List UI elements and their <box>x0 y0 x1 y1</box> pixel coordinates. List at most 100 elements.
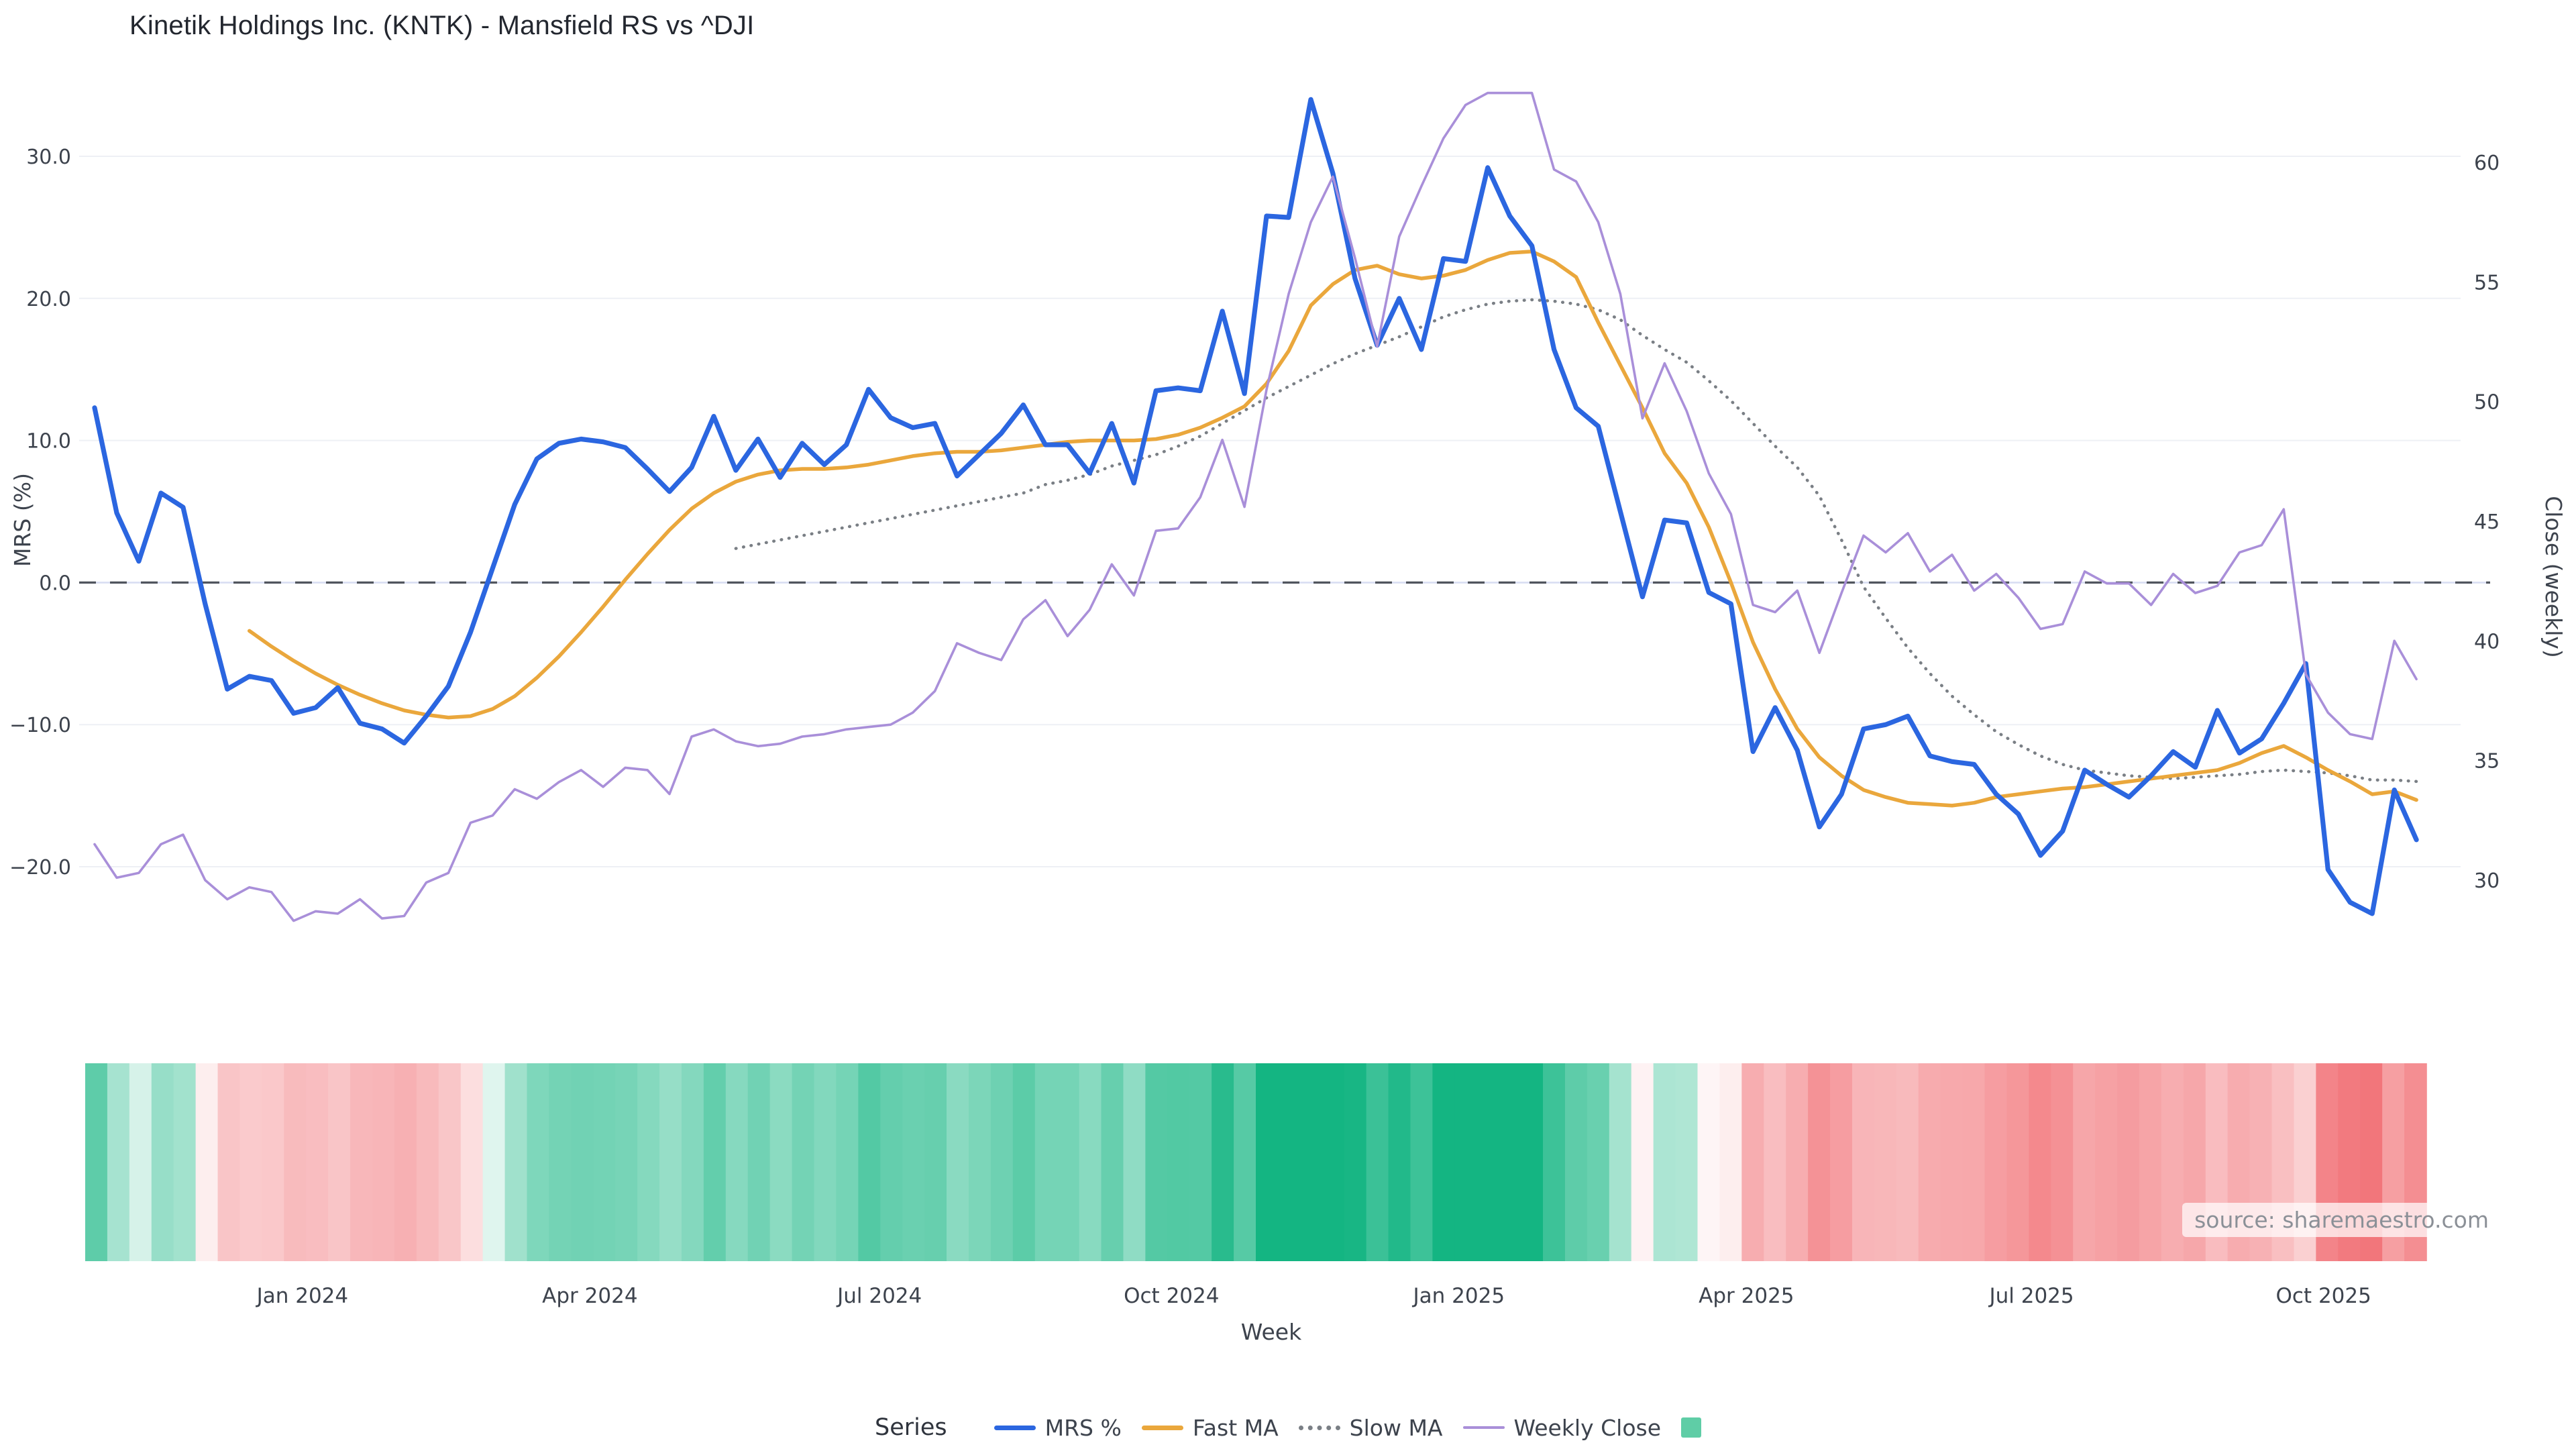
y-left-tick-label: 20.0 <box>26 288 71 311</box>
heatmap-cell <box>1564 1063 1588 1261</box>
heatmap-cell <box>1896 1063 1919 1261</box>
line-swatch-icon <box>994 1425 1036 1430</box>
heatmap-cell <box>1808 1063 1831 1261</box>
heatmap-cell <box>747 1063 771 1261</box>
heatmap-cell <box>527 1063 550 1261</box>
heatmap-cell <box>1123 1063 1146 1261</box>
heatmap-swatch-icon <box>1681 1417 1702 1438</box>
heatmap-cell <box>637 1063 660 1261</box>
y-right-tick-label: 50 <box>2474 391 2500 415</box>
y-right-tick-label: 30 <box>2474 869 2500 893</box>
heatmap-cell <box>924 1063 947 1261</box>
heatmap-cell <box>2139 1063 2162 1261</box>
source-watermark: source: sharemaestro.com <box>2182 1203 2501 1237</box>
heatmap-cell <box>1477 1063 1499 1261</box>
heatmap-cell <box>947 1063 969 1261</box>
heatmap-cell <box>571 1063 594 1261</box>
heatmap-cell <box>1543 1063 1566 1261</box>
heatmap-cell <box>1830 1063 1853 1261</box>
heatmap-cell <box>239 1063 263 1261</box>
heatmap-cell <box>1653 1063 1676 1261</box>
y-left-tick-label: −10.0 <box>9 714 71 737</box>
heatmap-cell <box>1234 1063 1256 1261</box>
heatmap-cell <box>328 1063 351 1261</box>
legend-item-label: Slow MA <box>1349 1414 1443 1441</box>
heatmap-cell <box>1741 1063 1765 1261</box>
heatmap-cell <box>1012 1063 1036 1261</box>
heatmap-cell <box>1212 1063 1234 1261</box>
x-tick-label: Jan 2025 <box>1412 1284 1505 1308</box>
heatmap-cell <box>1101 1063 1124 1261</box>
line-swatch-icon <box>1462 1426 1505 1429</box>
heatmap-cell <box>769 1063 793 1261</box>
heatmap-cell <box>615 1063 638 1261</box>
series-fast-ma <box>247 250 2418 808</box>
x-tick-label: Jul 2024 <box>836 1284 922 1308</box>
legend: Series MRS % Fast MA Slow MA Weekly Close <box>0 1414 2576 1441</box>
heatmap-cell <box>1499 1063 1521 1261</box>
y-right-tick-label: 55 <box>2474 271 2500 294</box>
heatmap-cell <box>1786 1063 1809 1261</box>
heatmap-cell <box>968 1063 991 1261</box>
legend-title: Series <box>874 1414 947 1441</box>
heatmap-cell <box>217 1063 241 1261</box>
heatmap-cell <box>394 1063 417 1261</box>
heatmap-cell <box>1432 1063 1456 1261</box>
heatmap-cell <box>1631 1063 1654 1261</box>
y-right-tick-label: 60 <box>2474 152 2500 175</box>
heatmap-cell <box>2117 1063 2140 1261</box>
heatmap-cell <box>681 1063 704 1261</box>
heatmap-cell <box>1189 1063 1212 1261</box>
heatmap-cell <box>1410 1063 1434 1261</box>
heatmap-cell <box>2073 1063 2096 1261</box>
heatmap-cell <box>2006 1063 2030 1261</box>
heatmap-cell <box>1454 1063 1478 1261</box>
heatmap-cell <box>725 1063 749 1261</box>
heatmap-cell <box>1851 1063 1875 1261</box>
x-tick-label: Jul 2025 <box>1988 1284 2074 1308</box>
heatmap-cell <box>306 1063 329 1261</box>
heatmap-cell <box>438 1063 462 1261</box>
heatmap-cell <box>2161 1063 2184 1261</box>
x-tick-label: Apr 2025 <box>1699 1284 1794 1308</box>
y-right-tick-label: 40 <box>2474 630 2500 653</box>
heatmap-cell <box>703 1063 727 1261</box>
legend-item-slow-ma: Slow MA <box>1298 1414 1443 1441</box>
heatmap-cell <box>1874 1063 1897 1261</box>
heatmap-cell <box>1079 1063 1102 1261</box>
heatmap-cell <box>1034 1063 1058 1261</box>
heatmap-cell <box>1322 1063 1345 1261</box>
heatmap-cell <box>151 1063 174 1261</box>
x-tick-label: Apr 2024 <box>542 1284 637 1308</box>
heatmap-cell <box>173 1063 197 1261</box>
heatmap-cell <box>2051 1063 2074 1261</box>
heatmap-cell <box>1388 1063 1411 1261</box>
heatmap-cell <box>593 1063 616 1261</box>
heatmap-cell <box>792 1063 815 1261</box>
heatmap-cell <box>195 1063 219 1261</box>
heatmap-cell <box>990 1063 1014 1261</box>
heatmap-cell <box>1962 1063 1986 1261</box>
legend-item-heatmap <box>1681 1417 1702 1438</box>
heatmap-cell <box>2095 1063 2118 1261</box>
y-left-tick-label: 0.0 <box>39 572 71 595</box>
heatmap-cell <box>107 1063 130 1261</box>
heatmap-cell <box>1940 1063 1964 1261</box>
legend-item-label: Fast MA <box>1192 1414 1279 1441</box>
y-left-tick-label: −20.0 <box>9 856 71 879</box>
heatmap-cell <box>504 1063 528 1261</box>
heatmap-cell <box>836 1063 859 1261</box>
series-mrs- <box>92 97 2419 916</box>
legend-item-label: Weekly Close <box>1513 1414 1662 1441</box>
heatmap-cell <box>1256 1063 1279 1261</box>
x-axis-label: Week <box>1240 1319 1302 1345</box>
y-axis-label-left: MRS (%) <box>9 473 36 567</box>
heatmap-cell <box>1145 1063 1169 1261</box>
heatmap-cell <box>1057 1063 1080 1261</box>
heatmap-cell <box>350 1063 373 1261</box>
dotted-swatch-icon <box>1298 1425 1340 1430</box>
heatmap-cell <box>1587 1063 1610 1261</box>
heatmap-cell <box>1167 1063 1191 1261</box>
heatmap-cell <box>2029 1063 2052 1261</box>
